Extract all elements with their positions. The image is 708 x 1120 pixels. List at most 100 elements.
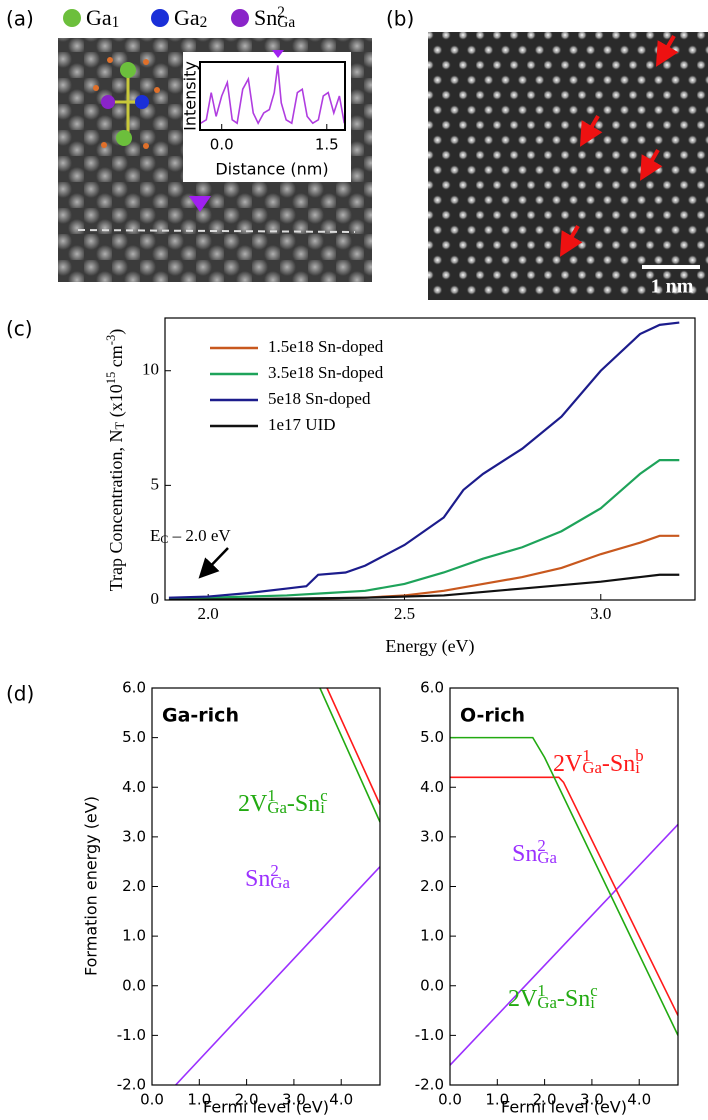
series-line xyxy=(320,688,380,822)
legend-label: 5e18 Sn-doped xyxy=(268,389,371,408)
text-part: i xyxy=(320,798,325,817)
text-part: C xyxy=(160,532,168,546)
y-tick-label: 1.0 xyxy=(122,927,146,945)
text-part: Ga xyxy=(86,5,112,30)
series-line xyxy=(176,867,380,1085)
y-tick-label: -2.0 xyxy=(117,1076,146,1094)
panel-label: (c) xyxy=(6,317,33,341)
series-line xyxy=(169,323,679,598)
y-axis-label: Intensity xyxy=(181,61,200,131)
text-part: -3 xyxy=(104,335,118,346)
text-part: – 2.0 eV xyxy=(168,526,231,545)
y-tick-label: 6.0 xyxy=(420,679,444,697)
y-tick-label: 2.0 xyxy=(122,877,146,895)
legend-swatch xyxy=(231,9,249,27)
panel-label: (d) xyxy=(6,682,34,706)
y-tick-label: 6.0 xyxy=(122,679,146,697)
x-tick-label: 2.5 xyxy=(394,604,415,623)
text-part: cm xyxy=(106,345,126,372)
text-part: E xyxy=(150,526,160,545)
micrograph-b xyxy=(428,32,708,300)
text-part: 15 xyxy=(104,372,118,385)
series-label: 2V1Ga-Snci xyxy=(238,786,328,817)
x-axis-label: Distance (nm) xyxy=(215,160,328,179)
legend-label: 1.5e18 Sn-doped xyxy=(268,337,384,356)
text-part: Sn xyxy=(245,866,270,892)
y-tick-label: 0.0 xyxy=(420,976,444,994)
plot-frame xyxy=(450,688,678,1085)
series-line xyxy=(169,536,679,600)
text-part: Sn xyxy=(254,5,277,30)
y-tick-label: 1.0 xyxy=(420,927,444,945)
y-tick-label: 0 xyxy=(151,589,160,608)
legend-label: 1e17 UID xyxy=(268,415,336,434)
text-part: 2V xyxy=(238,791,268,817)
text-part: 2V xyxy=(508,986,538,1012)
text-part: Ga xyxy=(270,873,290,892)
plot-frame xyxy=(165,318,695,600)
y-tick-label: -2.0 xyxy=(415,1076,444,1094)
y-axis-label: Trap Concentration, NT (x1015 cm-3) xyxy=(104,329,127,592)
text-part: -Sn xyxy=(287,791,320,817)
legend-label: Sn2Ga xyxy=(254,4,295,32)
text-part: Sn xyxy=(512,841,537,867)
text-part: Ga xyxy=(537,848,557,867)
x-tick-label: 4.0 xyxy=(329,1091,353,1109)
text-part: 2V xyxy=(553,751,583,777)
y-tick-label: 4.0 xyxy=(122,778,146,796)
text-part: -Sn xyxy=(557,986,590,1012)
y-tick-label: 2.0 xyxy=(420,877,444,895)
text-part: 1 xyxy=(112,14,120,31)
text-part: Ga xyxy=(582,758,602,777)
series-label: 2V1Ga-Snbi xyxy=(553,746,644,777)
x-tick-label: 1.5 xyxy=(315,136,339,154)
legend-swatch xyxy=(151,9,169,27)
figure: 1 nm (a)(b)(c)(d)Ga1Ga2Sn2Ga0.01.5Distan… xyxy=(0,0,708,1120)
x-tick-label: 0.0 xyxy=(210,136,234,154)
series-line xyxy=(327,688,380,805)
text-part: Ga xyxy=(267,798,287,817)
y-tick-label: 5.0 xyxy=(122,728,146,746)
legend-label: Ga1 xyxy=(86,5,119,31)
text-part: (x10 xyxy=(106,384,127,422)
y-tick-label: 5 xyxy=(151,474,160,493)
y-tick-label: 3.0 xyxy=(420,827,444,845)
plot-title: Ga-rich xyxy=(162,705,239,727)
y-tick-label: 3.0 xyxy=(122,827,146,845)
legend-swatch xyxy=(63,9,81,27)
x-tick-label: 4.0 xyxy=(627,1091,651,1109)
text-part: -Sn xyxy=(602,751,635,777)
series-line xyxy=(450,777,678,1015)
y-tick-label: -1.0 xyxy=(117,1026,146,1044)
annotation: EC – 2.0 eV xyxy=(150,526,231,546)
series-line xyxy=(169,460,679,599)
x-axis-label: Energy (eV) xyxy=(385,636,474,657)
x-tick-label: 2.0 xyxy=(198,604,219,623)
text-part: i xyxy=(635,758,640,777)
panel-label: (a) xyxy=(6,7,34,31)
text-part: ) xyxy=(106,329,127,335)
text-part: Ga xyxy=(277,14,295,31)
legend-label: 3.5e18 Sn-doped xyxy=(268,363,384,382)
text-part: i xyxy=(590,993,595,1012)
text-part: Ga xyxy=(537,993,557,1012)
scale-bar-label: 1 nm xyxy=(651,276,694,298)
text-part: 2 xyxy=(200,14,208,31)
legend-label: Ga2 xyxy=(174,5,207,31)
x-axis-label: Fermi level (eV) xyxy=(501,1098,627,1117)
text-part: Trap Concentration, N xyxy=(106,429,126,591)
y-tick-label: -1.0 xyxy=(415,1026,444,1044)
panel-label: (b) xyxy=(386,7,414,31)
text-part: Ga xyxy=(174,5,200,30)
y-tick-label: 0.0 xyxy=(122,976,146,994)
y-tick-label: 4.0 xyxy=(420,778,444,796)
plot-title: O-rich xyxy=(460,705,525,727)
y-tick-label: 10 xyxy=(142,360,159,379)
x-tick-label: 3.0 xyxy=(590,604,611,623)
y-tick-label: 5.0 xyxy=(420,728,444,746)
x-axis-label: Fermi level (eV) xyxy=(203,1098,329,1117)
y-axis-label: Formation energy (eV) xyxy=(82,796,101,976)
